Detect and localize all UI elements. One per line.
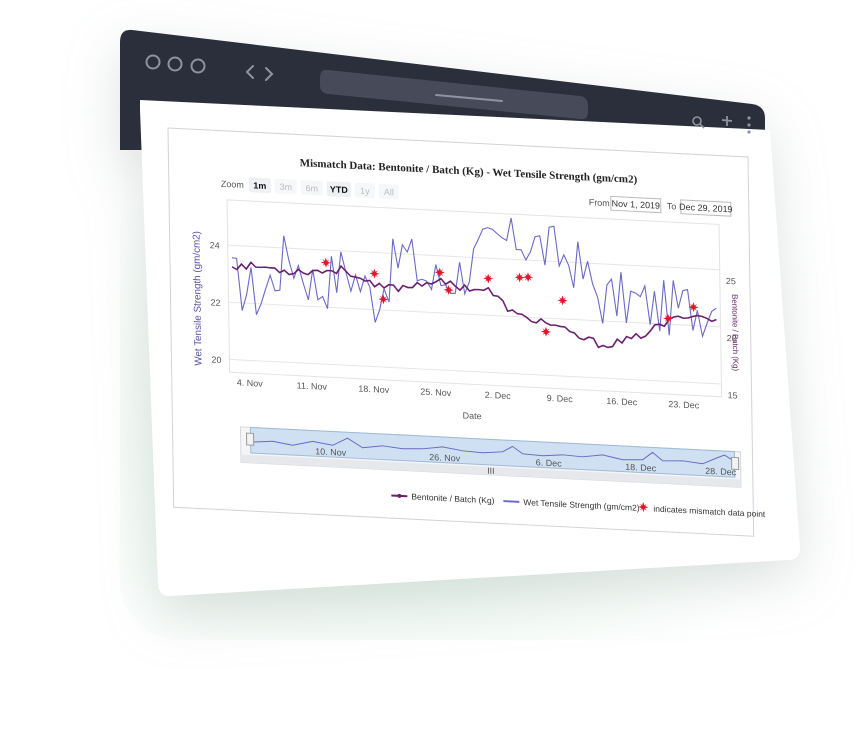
kebab-menu-icon[interactable] (747, 116, 751, 134)
mismatch-marker-star-icon[interactable] (443, 285, 454, 295)
navigator-scrollbar-handle[interactable]: III (487, 466, 495, 476)
zoom-button-all[interactable]: All (378, 183, 399, 200)
to-date-value: Dec 29, 2019 (679, 202, 733, 215)
gridline (228, 301, 721, 328)
window-dot-maximize-icon[interactable] (190, 58, 206, 74)
zoom-button-6m[interactable]: 6m (300, 180, 323, 196)
new-tab-plus-icon[interactable] (721, 116, 733, 126)
x-tick-label: 11. Nov (297, 380, 328, 391)
zoom-button-ytd[interactable]: YTD (326, 181, 351, 198)
x-tick-label: 9. Dec (547, 393, 574, 404)
address-bar-indicator (435, 94, 503, 102)
navigator-tick: 6. Dec (536, 457, 563, 468)
chart-card: Mismatch Data: Bentonite / Batch (Kg) - … (167, 127, 766, 537)
back-arrow-icon[interactable] (245, 65, 254, 79)
search-icon[interactable] (692, 116, 702, 126)
zoom-button-label: 1m (253, 180, 266, 191)
window-dot-close-icon[interactable] (145, 54, 161, 70)
y-tick-left: 24 (210, 240, 220, 250)
x-tick-label: 18. Nov (358, 384, 390, 395)
legend-bentonite-marker (397, 493, 402, 498)
x-tick-label: 25. Nov (420, 387, 452, 398)
from-date-input[interactable]: Nov 1, 2019 (610, 195, 662, 214)
to-date-input[interactable]: Dec 29, 2019 (679, 199, 733, 217)
zoom-button-label: 3m (279, 182, 292, 193)
navigator-tick: 18. Dec (625, 462, 657, 473)
y-tick-right: 20 (727, 333, 737, 343)
navigator[interactable]: 10. Nov 26. Nov 6. Dec 18. Dec 28. Dec I… (239, 426, 742, 488)
zoom-button-label: 1y (360, 186, 370, 196)
x-tick-label: 16. Dec (606, 396, 638, 407)
from-date-value: Nov 1, 2019 (611, 198, 660, 210)
x-axis-label: Date (463, 410, 482, 421)
series-line-wet-tensile-strength[interactable] (231, 204, 717, 340)
y-tick-right: 15 (728, 390, 738, 400)
y-axis-right-label: Bentonite / Batch (Kg) (730, 294, 740, 372)
y-axis-left-label: Wet Tensile Strength (gm/cm2) (191, 231, 204, 366)
zoom-button-1m[interactable]: 1m (248, 177, 271, 194)
forward-arrow-icon[interactable] (265, 67, 274, 81)
x-tick-label: 2. Dec (485, 390, 512, 401)
navigator-series (250, 437, 735, 465)
to-label: To (667, 201, 677, 211)
gridline (229, 358, 722, 385)
mismatch-marker-star-icon[interactable] (320, 257, 331, 268)
zoom-button-label: YTD (330, 184, 349, 195)
mismatch-marker-star-icon[interactable] (378, 294, 389, 305)
y-tick-left: 22 (211, 297, 221, 307)
navigator-tick: 28. Dec (705, 466, 737, 477)
gridline (227, 244, 720, 271)
window-dot-minimize-icon[interactable] (167, 56, 183, 72)
y-tick-left: 20 (211, 355, 221, 365)
mismatch-marker-star-icon[interactable] (663, 313, 674, 324)
x-tick-label: 4. Nov (237, 377, 264, 388)
search-icon-handle (699, 123, 705, 129)
zoom-button-label: All (384, 187, 394, 197)
navigator-tick: 10. Nov (315, 446, 347, 457)
legend-bentonite-label[interactable]: Bentonite / Batch (Kg) (411, 491, 494, 505)
from-label: From (589, 197, 610, 208)
legend-wts-swatch[interactable] (503, 500, 520, 503)
mismatch-marker-star-icon[interactable] (369, 268, 380, 279)
navigator-scrollbar[interactable] (240, 454, 741, 488)
navigator-left-handle[interactable] (246, 432, 255, 446)
series-layer (231, 204, 717, 354)
mismatch-marker-star-icon[interactable] (483, 273, 494, 284)
mismatch-marker-star-icon[interactable] (688, 302, 699, 313)
zoom-button-1y[interactable]: 1y (354, 182, 375, 199)
zoom-button-label: 6m (305, 183, 318, 194)
navigator-tick: 26. Nov (429, 452, 461, 463)
legend-mismatch-star-icon (638, 502, 649, 513)
zoom-label: Zoom (221, 179, 244, 190)
address-bar[interactable] (320, 69, 588, 120)
zoom-button-3m[interactable]: 3m (274, 178, 297, 195)
series-line-bentonite[interactable] (231, 261, 717, 354)
mismatch-marker-star-icon[interactable] (540, 326, 551, 337)
mismatch-marker-layer (320, 257, 699, 337)
y-tick-right: 25 (726, 276, 736, 286)
x-axis-ticks: 4. Nov 11. Nov 18. Nov 25. Nov 2. Dec 9. Dec 1… (237, 377, 700, 410)
x-tick-label: 23. Dec (668, 399, 700, 410)
mismatch-marker-star-icon[interactable] (557, 295, 568, 306)
navigator-right-handle[interactable] (731, 456, 740, 471)
plot-area (226, 199, 723, 398)
mismatch-marker-star-icon[interactable] (514, 272, 525, 283)
mismatch-marker-star-icon[interactable] (523, 272, 534, 283)
mismatch-marker-star-icon[interactable] (434, 267, 445, 278)
